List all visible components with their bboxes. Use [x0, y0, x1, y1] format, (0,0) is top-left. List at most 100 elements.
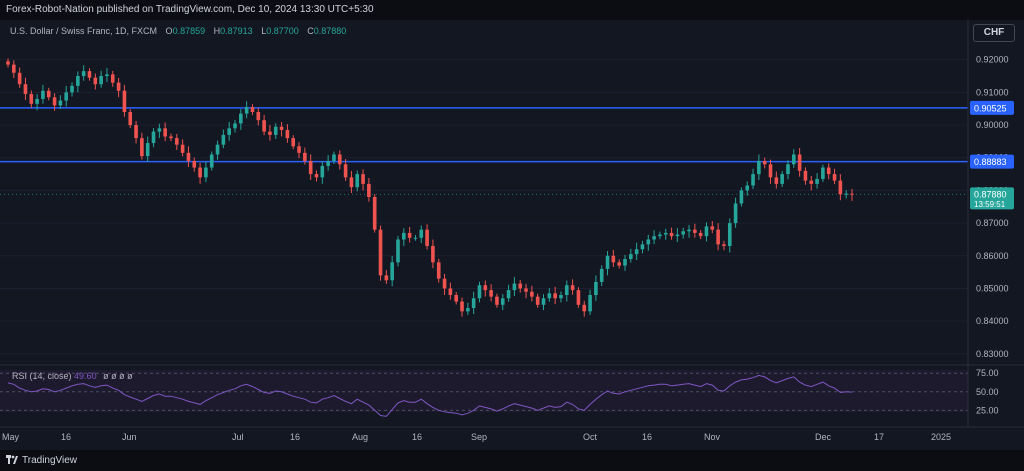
candle-body[interactable] [285, 129, 290, 139]
candle-body[interactable] [518, 283, 523, 289]
candlestick-chart[interactable]: 0.920000.910000.900000.890000.880000.870… [0, 0, 1024, 450]
candle-body[interactable] [303, 152, 307, 162]
candle-body[interactable] [617, 262, 621, 266]
candle-body[interactable] [629, 254, 633, 260]
candle-body[interactable] [221, 134, 226, 145]
candle-body[interactable] [169, 136, 173, 139]
candle-body[interactable] [23, 84, 28, 95]
candle-body[interactable] [791, 154, 796, 165]
candle-body[interactable] [751, 174, 755, 186]
candle-body[interactable] [12, 64, 16, 73]
candle-body[interactable] [530, 291, 534, 297]
candle-body[interactable] [262, 120, 266, 132]
candle-body[interactable] [157, 128, 162, 132]
candle-body[interactable] [588, 295, 592, 312]
candle-body[interactable] [693, 229, 697, 233]
candle-body[interactable] [844, 193, 848, 195]
candle-body[interactable] [611, 255, 616, 263]
candle-body[interactable] [87, 71, 92, 78]
candle-body[interactable] [273, 126, 278, 135]
candle-body[interactable] [110, 74, 115, 83]
candle-body[interactable] [52, 97, 57, 106]
candle-body[interactable] [239, 113, 243, 124]
candle-body[interactable] [256, 111, 261, 121]
candle-body[interactable] [826, 167, 831, 175]
rsi-pane[interactable] [0, 372, 968, 417]
candle-body[interactable] [594, 281, 598, 296]
candle-body[interactable] [460, 301, 464, 312]
candle-body[interactable] [669, 232, 674, 237]
candle-body[interactable] [780, 174, 784, 184]
candle-body[interactable] [722, 244, 726, 246]
candle-body[interactable] [41, 90, 45, 99]
candle-body[interactable] [116, 82, 121, 91]
candle-body[interactable] [163, 128, 167, 137]
candle-body[interactable] [361, 174, 365, 184]
candle-body[interactable] [797, 154, 802, 171]
candle-body[interactable] [128, 111, 133, 126]
candle-body[interactable] [81, 71, 86, 77]
candle-body[interactable] [174, 138, 179, 145]
candle-body[interactable] [233, 123, 237, 129]
candle-body[interactable] [698, 232, 703, 237]
candle-body[interactable] [425, 229, 429, 246]
price-axis[interactable]: 0.920000.910000.900000.890000.880000.870… [970, 55, 1014, 416]
candle-body[interactable] [105, 74, 109, 77]
candle-body[interactable] [326, 161, 330, 166]
candle-body[interactable] [186, 152, 191, 162]
candle-body[interactable] [93, 77, 98, 85]
candle-body[interactable] [599, 268, 604, 282]
candle-body[interactable] [652, 236, 656, 240]
candle-body[interactable] [774, 177, 779, 184]
candle-body[interactable] [180, 144, 185, 153]
candle-body[interactable] [35, 98, 39, 104]
candle-body[interactable] [431, 245, 435, 263]
candle-body[interactable] [390, 262, 394, 281]
candle-body[interactable] [605, 255, 610, 269]
candle-body[interactable] [58, 100, 63, 106]
candle-body[interactable] [541, 298, 546, 305]
candle-body[interactable] [710, 226, 715, 230]
candle-body[interactable] [372, 196, 377, 230]
candle-body[interactable] [378, 229, 383, 276]
candle-body[interactable] [576, 290, 581, 305]
candle-body[interactable] [640, 244, 645, 250]
candle-body[interactable] [471, 298, 476, 309]
candle-body[interactable] [850, 193, 854, 195]
candle-body[interactable] [192, 161, 197, 168]
candle-body[interactable] [407, 232, 412, 238]
candle-body[interactable] [70, 85, 74, 93]
currency-button[interactable]: CHF [973, 24, 1015, 42]
candle-body[interactable] [821, 167, 825, 179]
candle-body[interactable] [564, 285, 569, 296]
candle-body[interactable] [419, 229, 424, 238]
candle-body[interactable] [716, 229, 720, 245]
candle-body[interactable] [535, 296, 540, 305]
candle-body[interactable] [367, 183, 371, 197]
candle-body[interactable] [227, 128, 231, 135]
candle-body[interactable] [547, 293, 552, 299]
candle-body[interactable] [140, 138, 144, 157]
candle-body[interactable] [122, 90, 127, 112]
rsi-line[interactable] [7, 374, 853, 417]
candle-body[interactable] [151, 131, 156, 144]
candle-body[interactable] [506, 290, 511, 299]
candle-body[interactable] [198, 167, 202, 178]
candle-body[interactable] [204, 167, 208, 178]
candle-body[interactable] [402, 232, 406, 240]
candle-body[interactable] [448, 288, 453, 296]
candle-body[interactable] [582, 304, 587, 312]
candle-body[interactable] [663, 232, 668, 235]
candle-body[interactable] [733, 203, 738, 224]
candle-body[interactable] [442, 278, 447, 289]
candle-body[interactable] [832, 174, 837, 181]
candle-body[interactable] [250, 107, 255, 112]
candle-body[interactable] [466, 308, 470, 312]
candle-body[interactable] [355, 174, 360, 188]
candle-body[interactable] [762, 161, 767, 165]
candle-body[interactable] [757, 161, 761, 175]
candle-body[interactable] [704, 226, 709, 237]
candle-body[interactable] [134, 125, 138, 139]
candle-body[interactable] [209, 154, 214, 168]
candle-body[interactable] [809, 180, 814, 184]
